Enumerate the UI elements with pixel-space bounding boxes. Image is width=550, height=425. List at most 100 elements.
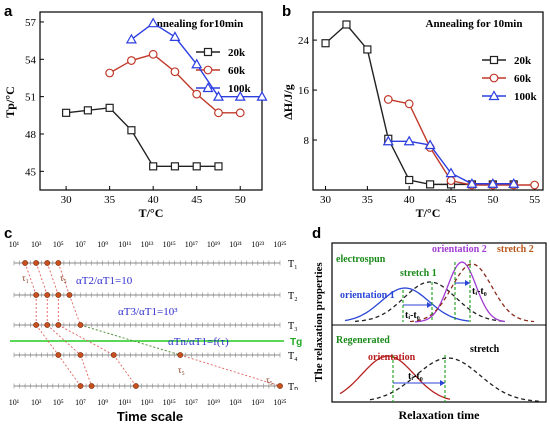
data-point-100k <box>466 178 478 188</box>
relaxation-point <box>77 383 84 389</box>
row-label: T₂ <box>288 291 298 302</box>
relaxation-point <box>33 260 40 266</box>
orientation-1-curve <box>344 287 470 322</box>
x-tick-label: 45 <box>446 194 458 206</box>
bottom-tick-label: 10²⁵ <box>273 398 286 407</box>
stretch-curve <box>369 357 541 402</box>
dashed-connector <box>68 294 81 326</box>
bottom-tick-label: 10⁵ <box>53 398 64 407</box>
y-tick-label: 54 <box>25 54 37 66</box>
label-stretch: stretch <box>470 344 500 355</box>
stretch-1-curve <box>354 281 506 323</box>
x-tick-label: 35 <box>362 194 374 206</box>
legend-label-20k: 20k <box>228 47 246 59</box>
bottom-tick-label: 10³ <box>31 398 42 407</box>
panel-letter-c: c <box>4 225 12 242</box>
data-point-100k <box>191 58 203 69</box>
relaxation-point <box>277 383 283 389</box>
x-tick-label: 50 <box>235 194 247 206</box>
x-tick-label: 30 <box>320 194 332 206</box>
relaxation-point <box>88 383 95 389</box>
data-point-100k <box>487 178 499 188</box>
x-tick-label: 55 <box>529 194 541 206</box>
bottom-tick-label: 10²¹ <box>229 398 242 407</box>
data-point-20k <box>321 39 330 48</box>
chart-panel-b: 30 35 40 45 50 55 8 16 24 T/°C ΔH/J/g Annealing for… <box>281 11 544 220</box>
legend-marker-60k <box>203 65 213 75</box>
data-point-20k <box>214 162 223 171</box>
dashed-connector <box>35 324 59 356</box>
panel-letter-a: a <box>4 3 13 20</box>
dashed-connector <box>24 262 37 296</box>
top-tick-label: 10¹¹ <box>118 240 131 249</box>
chart-title: Annealing for 10min <box>426 18 523 30</box>
chart-title: Annealing for10min <box>149 18 243 30</box>
dashed-connector <box>35 262 48 296</box>
y-axis-label: The relaxation properties <box>313 262 325 382</box>
top-tick-label: 10²³ <box>251 240 264 249</box>
legend-label-20k: 20k <box>514 55 532 67</box>
label-ti-t0-a: tᵢ-t₀ <box>405 310 420 321</box>
top-tick-label: 10¹³ <box>141 240 154 249</box>
data-point-60k <box>404 99 414 109</box>
data-point-60k <box>235 108 245 118</box>
y-tick-label: 45 <box>25 166 37 178</box>
bottom-tick-label: 10¹³ <box>141 398 154 407</box>
data-point-100k <box>256 90 268 101</box>
shift-arrow-1-head <box>427 302 432 308</box>
x-tick-label: 40 <box>148 194 160 206</box>
top-tick-label: 10⁵ <box>53 240 64 249</box>
data-point-60k <box>148 49 158 59</box>
x-tick-label: 35 <box>104 194 116 206</box>
shift-arrow-2-head <box>465 280 470 286</box>
x-axis-label: Relaxation time <box>399 408 481 422</box>
orientation-2-curve <box>414 261 506 323</box>
data-point-60k <box>446 176 456 186</box>
y-tick-label: 57 <box>25 17 37 29</box>
orientation-curve <box>339 355 451 400</box>
top-tick-label: 10⁹ <box>97 240 108 249</box>
tau-label: τ₅ <box>178 365 185 375</box>
dashed-connector <box>113 354 137 387</box>
legend-marker-100k <box>202 82 214 93</box>
relaxation-point <box>22 260 28 266</box>
data-point-20k <box>149 162 158 171</box>
equation: αT3/αT1=10³ <box>118 306 178 318</box>
bottom-tick-label: 10¹¹ <box>118 398 131 407</box>
data-point-100k <box>403 135 415 146</box>
panel-letter-b: b <box>282 3 291 20</box>
dashed-connector <box>58 324 114 356</box>
equation: αTn/αT1=f(τ) <box>168 336 229 348</box>
top-tick-label: 10²¹ <box>229 240 242 249</box>
x-tick-label: 40 <box>404 194 416 206</box>
bottom-tick-label: 10⁹ <box>97 398 108 407</box>
data-point-20k <box>342 20 351 29</box>
series-line-20k <box>325 23 514 186</box>
top-tick-label: 10¹⁹ <box>207 240 220 249</box>
relaxation-point <box>33 322 40 328</box>
y-tick-label: 48 <box>25 129 37 141</box>
row-label: T₄ <box>288 351 298 362</box>
data-point-20k <box>62 108 71 117</box>
bottom-tick-label: 10¹⁹ <box>207 398 220 407</box>
y-tick-label: 51 <box>25 92 36 104</box>
panel-letter-d: d <box>312 225 321 242</box>
relaxation-point <box>55 292 62 298</box>
data-point-20k <box>83 106 92 115</box>
relaxation-point <box>44 322 51 328</box>
data-point-20k <box>170 162 180 171</box>
y-tick-label: 8 <box>304 135 310 147</box>
label-stretch-1: stretch 1 <box>400 268 437 279</box>
x-tick-label: 30 <box>61 194 73 206</box>
dashed-connector <box>46 262 59 296</box>
top-tick-label: 10¹ <box>9 240 20 249</box>
chart-panel-a: 30 35 40 45 50 45 48 51 54 57 T/°C Tp/°C Annealing f… <box>3 11 268 220</box>
row-label: T₃ <box>288 321 298 332</box>
data-point-60k <box>170 67 180 77</box>
legend-marker-20k <box>203 47 213 57</box>
data-point-100k <box>508 178 520 188</box>
data-point-20k <box>192 162 201 171</box>
data-point-60k <box>127 56 136 65</box>
bottom-tick-label: 10²³ <box>251 398 264 407</box>
